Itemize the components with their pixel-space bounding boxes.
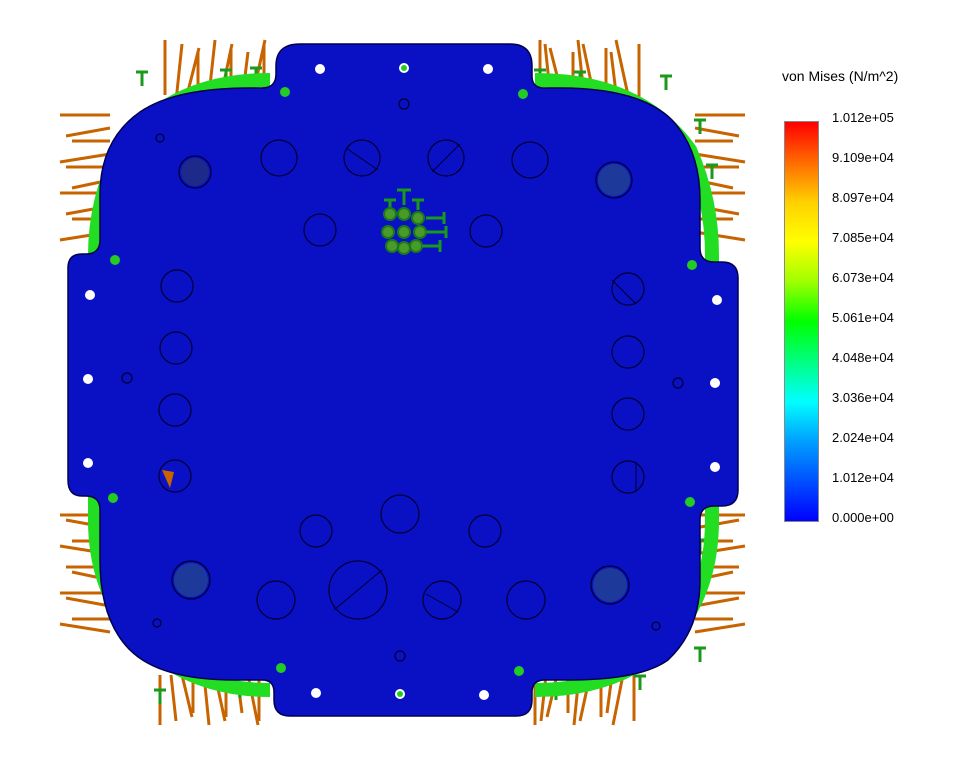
fixture-dots (108, 65, 697, 697)
hole (152, 618, 162, 628)
legend-tick-label: 5.061e+04 (832, 310, 894, 325)
hole (422, 580, 462, 620)
hole (158, 459, 192, 493)
load-arrow (59, 622, 111, 634)
legend-tick-label: 2.024e+04 (832, 430, 894, 445)
legend-tick-label: 1.012e+05 (832, 110, 894, 125)
hole (427, 139, 465, 177)
legend-tick-label: 0.000e+00 (832, 510, 894, 525)
legend-title: von Mises (N/m^2) (782, 68, 899, 84)
hole (256, 580, 296, 620)
hole (672, 377, 684, 389)
load-arrow (694, 152, 746, 164)
load-arrow (169, 674, 178, 722)
mounting-holes (83, 63, 722, 700)
hole (121, 372, 133, 384)
hole (394, 650, 406, 662)
hole (343, 139, 381, 177)
load-arrow (611, 674, 625, 726)
hole (155, 133, 165, 143)
legend-tick-label: 3.036e+04 (832, 390, 894, 405)
load-arrow (694, 622, 746, 634)
load-arrow (694, 230, 746, 242)
hole-details (333, 143, 637, 613)
legend-tick-label: 7.085e+04 (832, 230, 894, 245)
legend-tick-label: 9.109e+04 (832, 150, 894, 165)
hole (611, 397, 645, 431)
hole (468, 514, 502, 548)
legend-tick-label: 8.097e+04 (832, 190, 894, 205)
stress-legend: von Mises (N/m^2) 1.012e+05 9.109e+04 8.… (770, 60, 940, 540)
hole (260, 139, 298, 177)
hole (160, 269, 194, 303)
load-arrow (174, 43, 184, 102)
load-arrow (614, 39, 630, 96)
legend-colorbar (784, 121, 819, 522)
hole (611, 335, 645, 369)
hole (611, 272, 645, 306)
hole (506, 580, 546, 620)
hole (328, 560, 388, 620)
hole (651, 621, 661, 631)
hole (178, 155, 212, 189)
hole (595, 161, 633, 199)
hole (159, 331, 193, 365)
load-arrow (65, 126, 111, 138)
load-arrow (539, 674, 548, 722)
hole (158, 393, 192, 427)
hole (380, 494, 420, 534)
hole (303, 213, 337, 247)
central-load-cluster (381, 188, 448, 255)
load-arrow (694, 596, 740, 608)
legend-tick-label: 6.073e+04 (832, 270, 894, 285)
plate-body (67, 43, 739, 717)
hole (398, 98, 410, 110)
load-arrow (65, 596, 111, 608)
load-arrow (180, 674, 194, 718)
hole (590, 565, 630, 605)
hole (611, 460, 645, 494)
legend-tick-label: 1.012e+04 (832, 470, 894, 485)
hole (469, 214, 503, 248)
stress-hotspots (162, 158, 630, 602)
legend-tick-label: 4.048e+04 (832, 350, 894, 365)
hole (511, 141, 549, 179)
stress-plot (59, 39, 746, 726)
load-arrow (694, 126, 740, 138)
plate-holes (121, 98, 684, 662)
hole (299, 514, 333, 548)
load-arrow (694, 544, 746, 556)
load-arrow (59, 152, 111, 164)
hole (171, 560, 211, 600)
